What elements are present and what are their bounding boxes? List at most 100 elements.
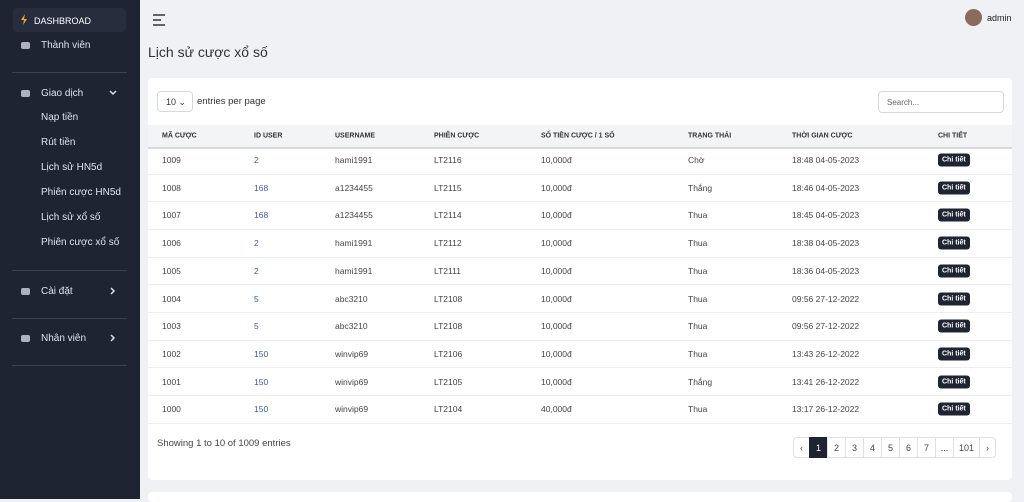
table-cell: winvip69 [335, 348, 369, 359]
nav-sub-item[interactable]: Lịch sử xổ số [41, 212, 101, 223]
avatar[interactable] [965, 9, 982, 26]
table-cell: 10,000đ [541, 238, 572, 249]
table-cell: LT2115 [434, 182, 462, 193]
table-cell: LT2108 [434, 321, 463, 332]
detail-button[interactable]: Chi tiết [938, 347, 970, 361]
table-cell: 10,000đ [541, 210, 572, 221]
divider [12, 365, 127, 366]
length-select[interactable]: 10 ⌄ [157, 91, 193, 112]
table-cell: 1005 [162, 265, 181, 276]
table-cell: 40,000đ [541, 404, 572, 415]
page-button[interactable]: 6 [899, 437, 918, 458]
table-cell: hami1991 [335, 155, 373, 165]
table-cell: 09:56 27-12-2022 [792, 321, 860, 332]
detail-button[interactable]: Chi tiết [938, 181, 970, 195]
table-cell: 10,000đ [541, 182, 572, 193]
table-info: Showing 1 to 10 of 1009 entries [157, 438, 291, 449]
table-cell: 10,000đ [541, 321, 572, 332]
detail-button[interactable]: Chi tiết [938, 264, 970, 278]
table-cell: 09:56 27-12-2022 [792, 293, 860, 304]
column-header: ID USER [254, 132, 283, 140]
menu-toggle[interactable] [153, 13, 165, 31]
page-button[interactable]: 2 [827, 437, 846, 458]
table-cell: LT2105 [434, 376, 463, 387]
page-button[interactable]: 101 [953, 437, 980, 458]
table-cell: Thua [688, 238, 708, 249]
detail-button[interactable]: Chi tiết [938, 236, 970, 250]
table-cell: 168 [254, 210, 269, 221]
detail-button[interactable]: Chi tiết [938, 292, 970, 305]
sidebar: DASHBROAD Thành viên Giao dịch Cài đặt Nhân… [0, 0, 140, 499]
detail-button[interactable]: Chi tiết [938, 319, 970, 333]
page-button[interactable]: 4 [863, 437, 882, 458]
table-cell: Thua [688, 348, 708, 359]
page-button[interactable]: ... [935, 437, 954, 458]
user-name[interactable]: admin [987, 13, 1012, 23]
table-cell: 168 [254, 182, 269, 193]
nav-sub-item[interactable]: Nạp tiền [41, 112, 79, 123]
brand-box [13, 8, 126, 32]
page-button[interactable]: ‹ [793, 437, 810, 458]
detail-button[interactable]: Chi tiết [938, 153, 970, 167]
page-title: Lịch sử cược xổ số [148, 44, 268, 60]
row-divider [148, 284, 1012, 286]
brand[interactable]: DASHBROAD [34, 16, 92, 26]
row-divider [148, 173, 1012, 175]
table-cell: 1006 [162, 238, 181, 249]
page-button[interactable]: › [979, 437, 996, 458]
chevron [109, 90, 117, 96]
page-button[interactable]: 5 [881, 437, 900, 458]
table-cell: Thua [688, 404, 708, 415]
nav-item[interactable]: Nhân viên [41, 333, 87, 344]
detail-button[interactable]: Chi tiết [938, 402, 970, 416]
table-cell: 10,000đ [541, 265, 572, 276]
column-header: TRẠNG THÁI [688, 132, 732, 140]
page-button[interactable]: 3 [845, 437, 864, 458]
table-cell: hami1991 [335, 265, 373, 276]
bolt-icon [21, 14, 27, 25]
nav-sub-item[interactable]: Rút tiền [41, 137, 76, 148]
nav-item[interactable]: Cài đặt [41, 286, 73, 297]
chevron [110, 287, 116, 295]
detail-button[interactable]: Chi tiết [938, 208, 970, 222]
nav-item[interactable]: Thành viên [41, 40, 91, 51]
table-cell: 150 [254, 404, 269, 415]
search-input[interactable]: Search... [878, 91, 1004, 113]
table-cell: LT2104 [434, 404, 463, 415]
table-cell: 13:41 26-12-2022 [792, 376, 860, 387]
divider [12, 72, 127, 73]
page-button[interactable]: 7 [917, 437, 936, 458]
nav-item[interactable]: Giao dịch [41, 88, 84, 99]
table-cell: winvip69 [335, 404, 369, 415]
table-cell: 10,000đ [541, 348, 572, 359]
table-cell: hami1991 [335, 238, 373, 249]
table-cell: abc3210 [335, 293, 368, 304]
table-cell: LT2106 [434, 348, 463, 359]
table-cell: 1007 [162, 210, 181, 221]
table-cell: 1002 [162, 348, 181, 359]
table-cell: 13:43 26-12-2022 [792, 348, 860, 359]
nav-icon [21, 42, 30, 49]
nav-sub-item[interactable]: Phiên cược xổ số [41, 237, 120, 248]
table-cell: 18:45 04-05-2023 [792, 210, 860, 221]
table-cell: 1000 [162, 404, 181, 415]
column-header: THỜI GIAN CƯỢC [792, 132, 853, 140]
column-header: MÃ CƯỢC [162, 132, 197, 140]
row-divider [148, 201, 1012, 203]
row-divider [148, 367, 1012, 369]
page-button[interactable]: 1 [809, 437, 828, 458]
detail-button[interactable]: Chi tiết [938, 375, 970, 389]
column-header: USERNAME [335, 132, 376, 140]
table-cell: Thắng [688, 376, 713, 387]
table-cell: LT2112 [434, 238, 462, 249]
table-cell: LT2114 [434, 210, 462, 221]
row-divider [148, 395, 1012, 397]
table-cell: 5 [254, 321, 259, 332]
table-cell: 2 [254, 238, 259, 249]
length-value: 10 [166, 97, 177, 107]
nav-sub-item[interactable]: Phiên cược HN5d [41, 187, 121, 198]
nav-icon [21, 90, 30, 97]
nav-sub-item[interactable]: Lịch sử HN5d [41, 162, 103, 173]
divider [12, 318, 127, 319]
table-cell: 1004 [162, 293, 181, 304]
